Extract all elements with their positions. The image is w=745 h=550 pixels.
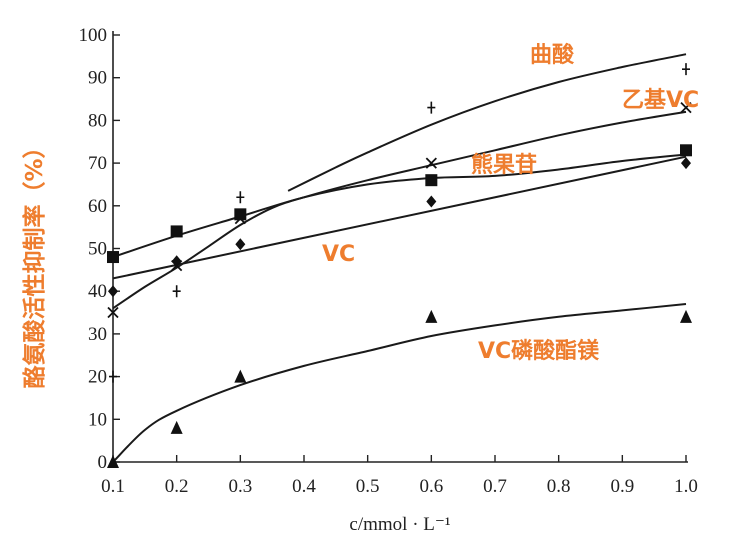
series-label-2: 熊果苷	[471, 152, 537, 178]
series-curve-4	[112, 303, 687, 463]
data-point-triangle-marker	[107, 455, 119, 468]
data-point-square-marker	[680, 144, 692, 157]
series-label-4: VC磷酸酯镁	[478, 338, 599, 364]
y-tick-label: 100	[79, 25, 108, 46]
data-point-plus-marker	[109, 370, 117, 383]
y-tick-label: 20	[88, 367, 107, 388]
x-tick-label: 0.9	[610, 476, 634, 497]
curves-layer	[112, 53, 687, 463]
data-point-plus-marker	[427, 101, 436, 114]
data-point-triangle-marker	[425, 309, 438, 323]
data-point-x-marker	[425, 157, 437, 169]
data-point-square-marker	[234, 208, 247, 221]
y-tick-label: 50	[88, 239, 107, 260]
data-point-diamond-marker	[108, 285, 118, 298]
markers-layer	[107, 63, 692, 468]
y-tick-label: 0	[98, 452, 108, 473]
x-tick-label: 0.3	[228, 476, 252, 497]
data-point-square-marker	[425, 174, 438, 187]
data-point-triangle-marker	[170, 420, 183, 434]
x-tick-label: 0.7	[483, 476, 507, 497]
series-curve-0	[287, 53, 687, 192]
series-label-1: 乙基VC	[622, 88, 699, 113]
x-tick-label: 0.2	[165, 476, 189, 497]
data-point-triangle-marker	[680, 309, 692, 323]
y-axis-label: 酪氨酸活性抑制率（%）	[21, 135, 48, 388]
series-curve-2	[112, 153, 687, 258]
series-label-3: VC	[322, 242, 355, 267]
x-axis-label: c/mmol · L⁻¹	[349, 514, 451, 535]
y-tick-label: 30	[88, 324, 107, 345]
data-point-square-marker	[107, 251, 119, 264]
data-point-diamond-marker	[171, 255, 182, 268]
series-curve-1	[112, 110, 687, 310]
y-tick-label: 10	[88, 409, 107, 430]
data-point-plus-marker	[172, 285, 181, 298]
data-point-triangle-marker	[234, 369, 247, 383]
y-tick-label: 80	[88, 110, 107, 131]
x-tick-label: 1.0	[674, 476, 698, 497]
data-point-plus-marker	[236, 191, 245, 204]
data-point-x-marker	[680, 101, 692, 114]
data-point-square-marker	[170, 225, 183, 238]
data-point-diamond-marker	[426, 195, 437, 208]
x-tick-label: 0.1	[101, 476, 125, 497]
data-point-x-marker	[107, 306, 119, 319]
x-tick-label: 0.5	[356, 476, 380, 497]
y-tick-label: 90	[88, 68, 107, 89]
y-tick-label: 40	[88, 281, 107, 302]
axes-layer: 0 10 20 30 40 50 60 70 80 90 100 0.1 0.2 0.3 0.4 0.5 0.6…	[79, 25, 698, 497]
y-tick-label: 70	[88, 153, 107, 174]
data-point-plus-marker	[682, 63, 690, 76]
x-tick-label: 0.6	[419, 476, 443, 497]
x-tick-label: 0.4	[292, 476, 316, 497]
data-point-diamond-marker	[235, 238, 246, 251]
series-curve-3	[112, 155, 687, 280]
y-tick-label: 60	[88, 196, 107, 217]
x-tick-label: 0.8	[547, 476, 571, 497]
series-label-0: 曲酸	[530, 43, 575, 68]
data-point-diamond-marker	[681, 157, 691, 170]
